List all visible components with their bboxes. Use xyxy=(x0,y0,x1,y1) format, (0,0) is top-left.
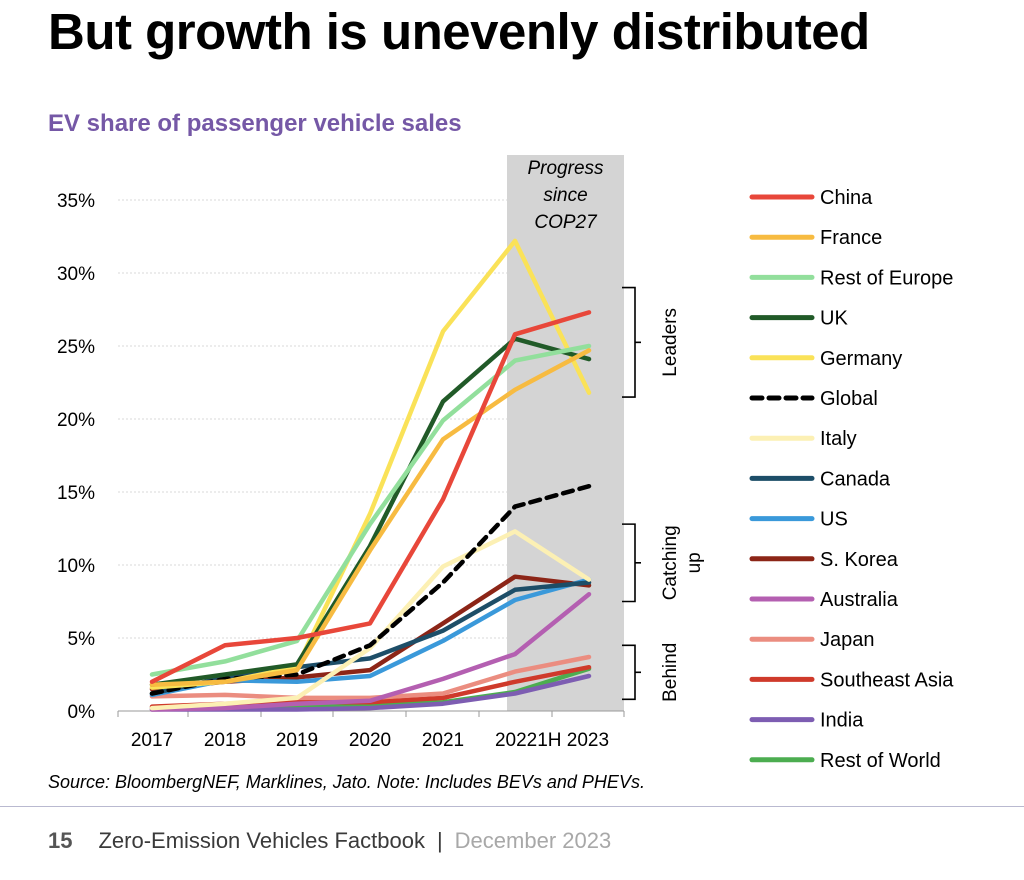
footer-date: December 2023 xyxy=(454,828,612,853)
legend-label-italy: Italy xyxy=(820,428,857,450)
highlight-label-line1: Progress xyxy=(527,158,604,179)
legend-label-australia: Australia xyxy=(820,589,899,611)
y-axis-ticks: 0% 5% 10% 15% 20% 25% 30% 35% xyxy=(57,191,95,723)
x-axis-ticks: 2017 2018 2019 2020 2021 20221H 2023 xyxy=(117,711,625,751)
footer-separator: | xyxy=(436,828,443,853)
x-tick-label: 2020 xyxy=(349,730,391,751)
group-label-catching-up: up xyxy=(684,552,705,573)
x-tick-label: 2021 xyxy=(422,730,464,751)
publication-name: Zero-Emission Vehicles Factbook xyxy=(98,828,425,853)
y-tick-label: 10% xyxy=(57,556,95,577)
group-label-behind: Behind xyxy=(660,643,681,702)
legend: China France Rest of Europe UK Germany Global… xyxy=(749,187,954,772)
legend-label-rest-of-world: Rest of World xyxy=(820,750,941,772)
page-number: 15 xyxy=(48,828,73,853)
series-line-japan xyxy=(149,654,592,701)
x-tick-label: 2017 xyxy=(131,730,173,751)
series-line-australia xyxy=(149,591,592,712)
y-tick-label: 25% xyxy=(57,337,95,358)
series-line-italy xyxy=(149,529,592,711)
legend-label-france: France xyxy=(820,227,882,249)
x-tick-label: 20221H 2023 xyxy=(495,730,609,751)
y-tick-label: 15% xyxy=(57,483,95,504)
highlight-label-line2: since xyxy=(543,185,587,206)
y-tick-label: 5% xyxy=(68,629,96,650)
legend-label-japan: Japan xyxy=(820,629,875,651)
legend-label-uk: UK xyxy=(820,308,848,330)
series-line-france xyxy=(149,348,592,687)
ev-share-line-chart: Progress since COP27 0% 5% 10% 15% 20% 25% 30%… xyxy=(57,155,954,772)
legend-label-us: US xyxy=(820,509,848,531)
footer-divider xyxy=(0,806,1024,807)
legend-label-rest-of-europe: Rest of Europe xyxy=(820,267,953,289)
y-tick-label: 0% xyxy=(68,702,96,723)
progress-since-cop27-band xyxy=(507,155,624,711)
x-tick-label: 2019 xyxy=(276,730,318,751)
y-tick-label: 30% xyxy=(57,264,95,285)
page-title: But growth is unevenly distributed xyxy=(48,3,870,60)
group-label-leaders: Leaders xyxy=(660,308,681,377)
series-line-global xyxy=(149,483,592,696)
legend-label-global: Global xyxy=(820,388,878,410)
legend-label-germany: Germany xyxy=(820,348,902,370)
group-label-catching-up: Catching xyxy=(660,525,681,600)
legend-label-india: India xyxy=(820,710,864,732)
legend-label-s-korea: S. Korea xyxy=(820,549,899,571)
y-tick-label: 35% xyxy=(57,191,95,212)
x-tick-label: 2018 xyxy=(204,730,246,751)
legend-label-canada: Canada xyxy=(820,468,891,490)
series-line-rest-of-europe xyxy=(149,343,592,677)
highlight-label-line3: COP27 xyxy=(534,212,598,233)
chart-title: EV share of passenger vehicle sales xyxy=(48,110,462,137)
source-note: Source: BloombergNEF, Marklines, Jato. N… xyxy=(48,772,645,792)
footer: 15 Zero-Emission Vehicles Factbook | Decemb… xyxy=(48,828,611,854)
y-tick-label: 20% xyxy=(57,410,95,431)
group-brackets: Leaders Catching up Behind xyxy=(622,286,705,702)
legend-label-southeast-asia: Southeast Asia xyxy=(820,669,954,691)
series-lines xyxy=(149,238,592,712)
series-line-china xyxy=(149,310,592,685)
legend-label-china: China xyxy=(820,187,873,209)
